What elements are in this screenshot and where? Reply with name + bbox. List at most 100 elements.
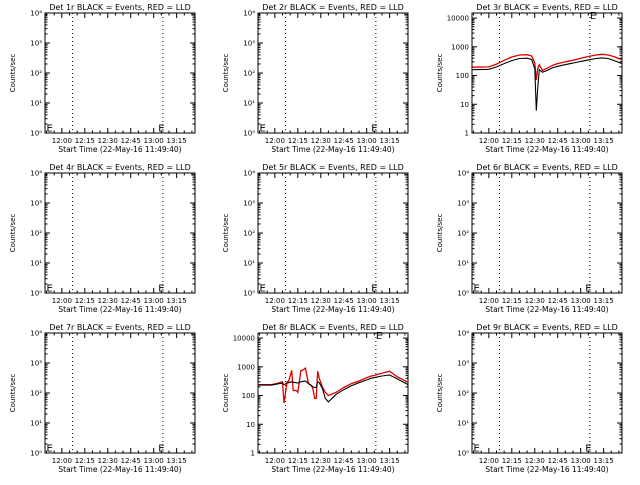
x-tick-label: 12:45 <box>548 457 568 465</box>
plot-frame <box>44 332 196 454</box>
x-tick-label: 12:00 <box>52 297 72 305</box>
y-tick-label: 10⁴ <box>243 170 255 178</box>
y-tick-label: 10⁴ <box>30 10 42 18</box>
series-events-line <box>471 57 623 111</box>
x-tick-label: 13:15 <box>594 297 614 305</box>
panel-7: Det 7r BLACK = Events, RED = LLD 10⁰ 10¹ 10… <box>9 323 196 474</box>
panel-title: Det 7r BLACK = Events, RED = LLD <box>49 323 191 332</box>
x-tick-label: 12:45 <box>334 297 354 305</box>
x-tick-label: 13:00 <box>144 297 164 305</box>
y-axis-label: Counts/sec <box>222 374 230 413</box>
x-tick-label: 12:15 <box>75 137 95 145</box>
x-tick-label: 12:15 <box>288 137 308 145</box>
x-tick-label: 12:15 <box>288 457 308 465</box>
x-tick-label: 12:00 <box>52 457 72 465</box>
y-tick-label: 10⁴ <box>30 330 42 338</box>
y-axis-label: Counts/sec <box>222 54 230 93</box>
panel-title: Det 5r BLACK = Events, RED = LLD <box>262 163 404 172</box>
y-axis-label: Counts/sec <box>9 54 17 93</box>
panel-title: Det 6r BLACK = Events, RED = LLD <box>476 163 618 172</box>
x-tick-label: 12:15 <box>288 297 308 305</box>
x-tick-label: 12:30 <box>98 297 118 305</box>
y-tick-label: 10⁰ <box>30 130 42 138</box>
panel-6: Det 6r BLACK = Events, RED = LLD 10⁰ 10¹ 10… <box>436 163 623 314</box>
energy-marker: E <box>474 444 480 455</box>
y-axis-label: Counts/sec <box>436 374 444 413</box>
y-tick-label: 10 <box>460 101 469 109</box>
x-tick-label: 13:15 <box>594 137 614 145</box>
panel-4: Det 4r BLACK = Events, RED = LLD 10⁰ 10¹ 10… <box>9 163 196 314</box>
plot-frame <box>44 12 196 134</box>
y-tick-label: 1 <box>251 450 255 458</box>
x-tick-label: 13:15 <box>167 297 187 305</box>
y-tick-label: 10² <box>30 70 42 78</box>
x-tick-label: 12:30 <box>98 137 118 145</box>
x-axis-label: Start Time (22-May-16 11:49:40) <box>485 145 608 154</box>
x-tick-label: 13:15 <box>167 457 187 465</box>
y-tick-label: 10⁰ <box>457 450 469 458</box>
x-tick-label: 12:00 <box>265 297 285 305</box>
plot-frame <box>471 12 623 134</box>
y-tick-label: 10³ <box>30 200 42 208</box>
x-tick-label: 12:00 <box>265 137 285 145</box>
x-axis-label: Start Time (22-May-16 11:49:40) <box>58 305 181 314</box>
plot-frame <box>44 172 196 294</box>
energy-marker: E <box>158 124 164 135</box>
y-tick-label: 10⁰ <box>30 290 42 298</box>
energy-marker: E <box>158 284 164 295</box>
y-tick-label: 10⁰ <box>243 130 255 138</box>
x-tick-label: 12:30 <box>311 137 331 145</box>
panel-title: Det 1r BLACK = Events, RED = LLD <box>49 3 191 12</box>
y-tick-label: 10¹ <box>457 420 469 428</box>
y-tick-label: 10² <box>243 230 255 238</box>
x-axis-label: Start Time (22-May-16 11:49:40) <box>271 465 394 474</box>
y-tick-label: 10⁴ <box>243 10 255 18</box>
y-tick-label: 10⁰ <box>243 290 255 298</box>
plot-frame <box>471 172 623 294</box>
y-tick-label: 10³ <box>457 200 469 208</box>
x-axis-label: Start Time (22-May-16 11:49:40) <box>271 305 394 314</box>
y-tick-label: 10⁴ <box>457 170 469 178</box>
x-tick-label: 12:45 <box>548 297 568 305</box>
y-tick-label: 10¹ <box>243 100 255 108</box>
x-tick-label: 12:45 <box>121 137 141 145</box>
panel-title: Det 9r BLACK = Events, RED = LLD <box>476 323 618 332</box>
panel-5: Det 5r BLACK = Events, RED = LLD 10⁰ 10¹ 10… <box>222 163 409 314</box>
x-tick-label: 12:00 <box>479 457 499 465</box>
plot-frame <box>257 332 409 454</box>
x-tick-label: 12:15 <box>502 457 522 465</box>
y-tick-label: 10⁰ <box>457 290 469 298</box>
panel-title: Det 2r BLACK = Events, RED = LLD <box>262 3 404 12</box>
panel-title: Det 4r BLACK = Events, RED = LLD <box>49 163 191 172</box>
y-tick-label: 10⁴ <box>457 330 469 338</box>
x-tick-label: 12:30 <box>525 297 545 305</box>
y-tick-label: 10² <box>457 230 469 238</box>
energy-marker: E <box>585 444 591 455</box>
x-tick-label: 13:00 <box>357 137 377 145</box>
energy-marker: E <box>47 444 53 455</box>
y-tick-label: 1000 <box>237 363 255 371</box>
y-tick-label: 10¹ <box>30 260 42 268</box>
x-tick-label: 12:45 <box>334 137 354 145</box>
energy-marker: E <box>371 284 377 295</box>
x-tick-label: 13:00 <box>571 297 591 305</box>
x-tick-label: 12:00 <box>479 297 499 305</box>
y-axis-label: Counts/sec <box>222 214 230 253</box>
x-tick-label: 12:30 <box>311 297 331 305</box>
x-tick-label: 12:15 <box>502 297 522 305</box>
x-tick-label: 13:15 <box>380 297 400 305</box>
y-tick-label: 10¹ <box>243 260 255 268</box>
series-events-line <box>258 374 409 403</box>
x-tick-label: 13:00 <box>144 137 164 145</box>
energy-marker: E <box>376 331 382 342</box>
x-tick-label: 13:00 <box>357 457 377 465</box>
x-tick-label: 12:45 <box>121 297 141 305</box>
x-tick-label: 12:30 <box>311 457 331 465</box>
y-tick-label: 10³ <box>243 40 255 48</box>
y-tick-label: 10¹ <box>30 420 42 428</box>
series-lld-line <box>258 366 409 404</box>
y-tick-label: 10000 <box>233 335 255 343</box>
y-tick-label: 10⁰ <box>30 450 42 458</box>
